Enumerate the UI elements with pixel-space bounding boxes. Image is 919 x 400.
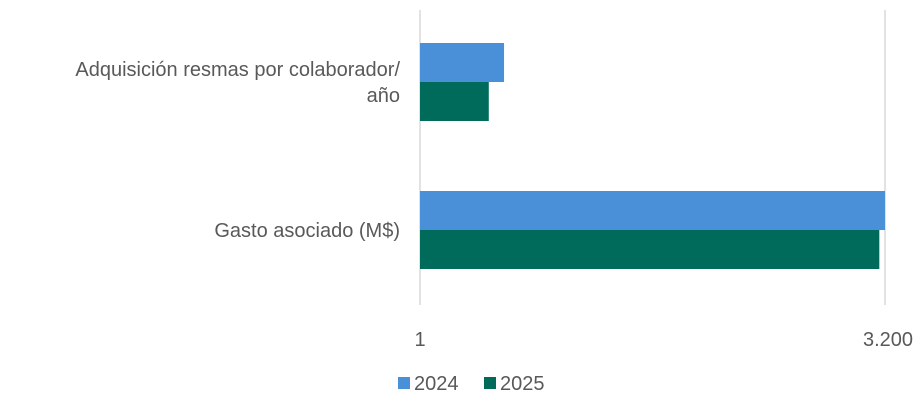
legend-swatch-2025 — [484, 377, 496, 389]
legend-label-2024: 2024 — [414, 373, 459, 395]
category-label: año — [367, 85, 400, 107]
category-label: Gasto asociado (M$) — [214, 220, 400, 242]
bar-2024 — [420, 43, 505, 82]
legend-label-2025: 2025 — [500, 373, 545, 395]
bar-2025 — [420, 82, 489, 121]
bar-2025 — [420, 230, 880, 269]
x-tick-label: 1 — [414, 329, 425, 351]
category-label: Adquisición resmas por colaborador/ — [75, 59, 400, 81]
bar-2024 — [420, 191, 885, 230]
legend-swatch-2024 — [398, 377, 410, 389]
x-tick-label: 3.200 — [863, 329, 913, 351]
